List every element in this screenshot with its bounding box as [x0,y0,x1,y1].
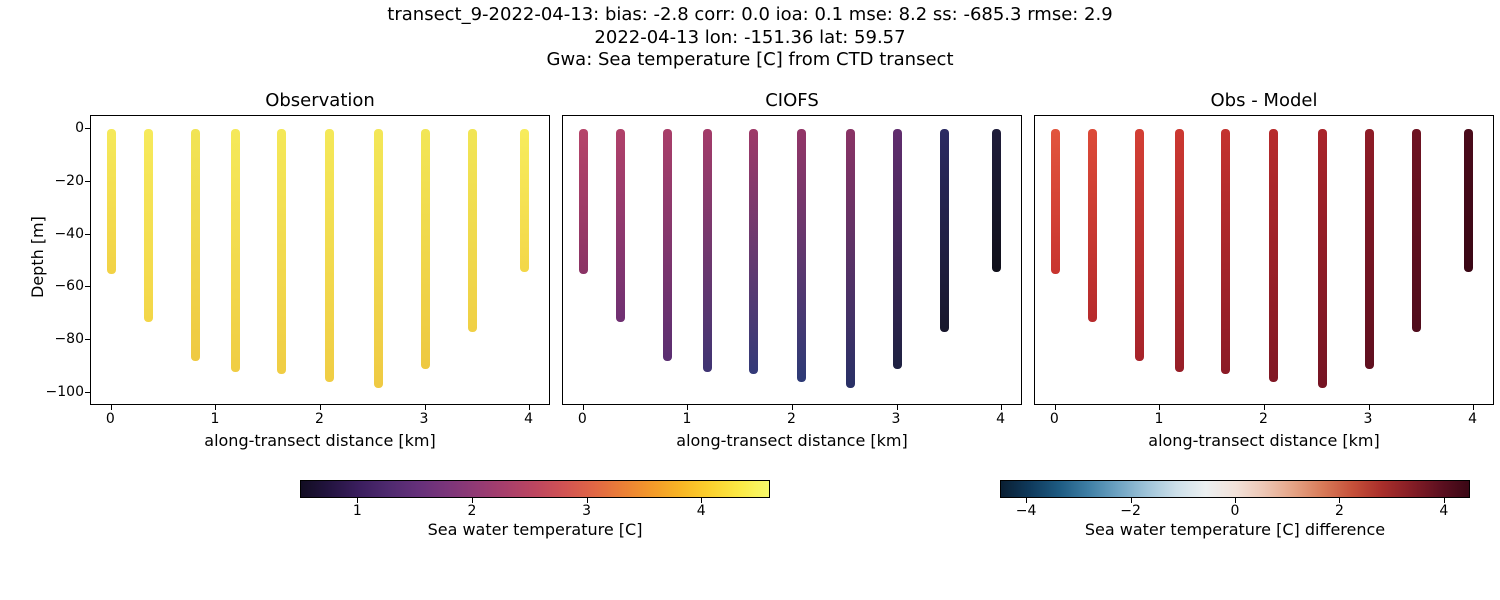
colorbar-diff-tick: −4 [1011,503,1041,519]
xtick-label: 0 [578,411,587,427]
x-axis-label-1: along-transect distance [km] [562,431,1022,450]
figure-title: transect_9-2022-04-13: bias: -2.8 corr: … [0,4,1500,72]
ytick-label: −20 [42,173,84,189]
colorbar-temp-label: Sea water temperature [C] [300,520,770,539]
xtick-label: 3 [1364,411,1373,427]
axes-1 [562,115,1022,405]
xtick-mark [792,405,793,410]
profile-0-4 [277,129,286,374]
xtick-label: 3 [420,411,429,427]
profile-2-5 [1269,129,1278,382]
profile-0-8 [468,129,477,332]
xtick-mark [111,405,112,410]
xtick-label: 0 [1050,411,1059,427]
xtick-label: 4 [524,411,533,427]
xtick-mark [425,405,426,410]
ytick-label: −60 [42,278,84,294]
colorbar-temp-tick: 2 [457,503,487,519]
colorbar-temp-tick: 1 [342,503,372,519]
profile-1-8 [940,129,949,332]
profile-1-0 [579,129,588,274]
xtick-label: 1 [210,411,219,427]
colorbar-temp [300,480,770,498]
colorbar-diff [1000,480,1470,498]
title-line-3: Gwa: Sea temperature [C] from CTD transe… [0,49,1500,72]
profile-2-8 [1412,129,1421,332]
profile-0-6 [374,129,383,387]
xtick-mark [320,405,321,410]
xtick-label: 2 [1259,411,1268,427]
profile-2-6 [1318,129,1327,387]
x-axis-label-0: along-transect distance [km] [90,431,550,450]
profile-1-6 [846,129,855,387]
xtick-label: 2 [315,411,324,427]
profile-0-3 [231,129,240,372]
xtick-mark [215,405,216,410]
xtick-label: 4 [996,411,1005,427]
colorbar-diff-tick: 0 [1220,503,1250,519]
ytick-label: −100 [42,384,84,400]
ytick-label: 0 [42,120,84,136]
xtick-mark [1473,405,1474,410]
xtick-label: 3 [892,411,901,427]
xtick-mark [687,405,688,410]
ytick-mark [85,286,90,287]
ytick-mark [85,392,90,393]
title-line-2: 2022-04-13 lon: -151.36 lat: 59.57 [0,27,1500,50]
xtick-label: 0 [106,411,115,427]
profile-0-7 [421,129,430,369]
colorbar-diff-tick: 4 [1429,503,1459,519]
profile-0-0 [107,129,116,274]
profile-1-9 [992,129,1001,271]
xtick-mark [897,405,898,410]
panel-title-1: CIOFS [562,90,1022,111]
profile-2-2 [1135,129,1144,361]
profile-1-2 [663,129,672,361]
profile-2-3 [1175,129,1184,372]
xtick-mark [1159,405,1160,410]
profile-1-5 [797,129,806,382]
colorbar-diff-tick: −2 [1116,503,1146,519]
profile-1-7 [893,129,902,369]
ytick-mark [85,128,90,129]
ytick-mark [85,181,90,182]
xtick-label: 4 [1468,411,1477,427]
xtick-mark [529,405,530,410]
profile-1-1 [616,129,625,321]
axes-0 [90,115,550,405]
panel-title-2: Obs - Model [1034,90,1494,111]
colorbar-diff-label: Sea water temperature [C] difference [1000,520,1470,539]
profile-0-9 [520,129,529,271]
profile-0-1 [144,129,153,321]
xtick-mark [1055,405,1056,410]
xtick-label: 1 [1154,411,1163,427]
axes-2 [1034,115,1494,405]
profile-1-3 [703,129,712,372]
profile-2-9 [1464,129,1473,271]
colorbar-temp-tick: 3 [572,503,602,519]
colorbar-temp-tick: 4 [686,503,716,519]
profile-2-1 [1088,129,1097,321]
xtick-label: 1 [682,411,691,427]
profile-2-0 [1051,129,1060,274]
panel-title-0: Observation [90,90,550,111]
ytick-mark [85,339,90,340]
profile-0-5 [325,129,334,382]
xtick-label: 2 [787,411,796,427]
colorbar-diff-tick: 2 [1324,503,1354,519]
profile-2-7 [1365,129,1374,369]
profile-1-4 [749,129,758,374]
title-line-1: transect_9-2022-04-13: bias: -2.8 corr: … [0,4,1500,27]
xtick-mark [1264,405,1265,410]
ytick-mark [85,234,90,235]
xtick-mark [583,405,584,410]
profile-0-2 [191,129,200,361]
profile-2-4 [1221,129,1230,374]
xtick-mark [1369,405,1370,410]
x-axis-label-2: along-transect distance [km] [1034,431,1494,450]
xtick-mark [1001,405,1002,410]
ytick-label: −80 [42,331,84,347]
ytick-label: −40 [42,226,84,242]
